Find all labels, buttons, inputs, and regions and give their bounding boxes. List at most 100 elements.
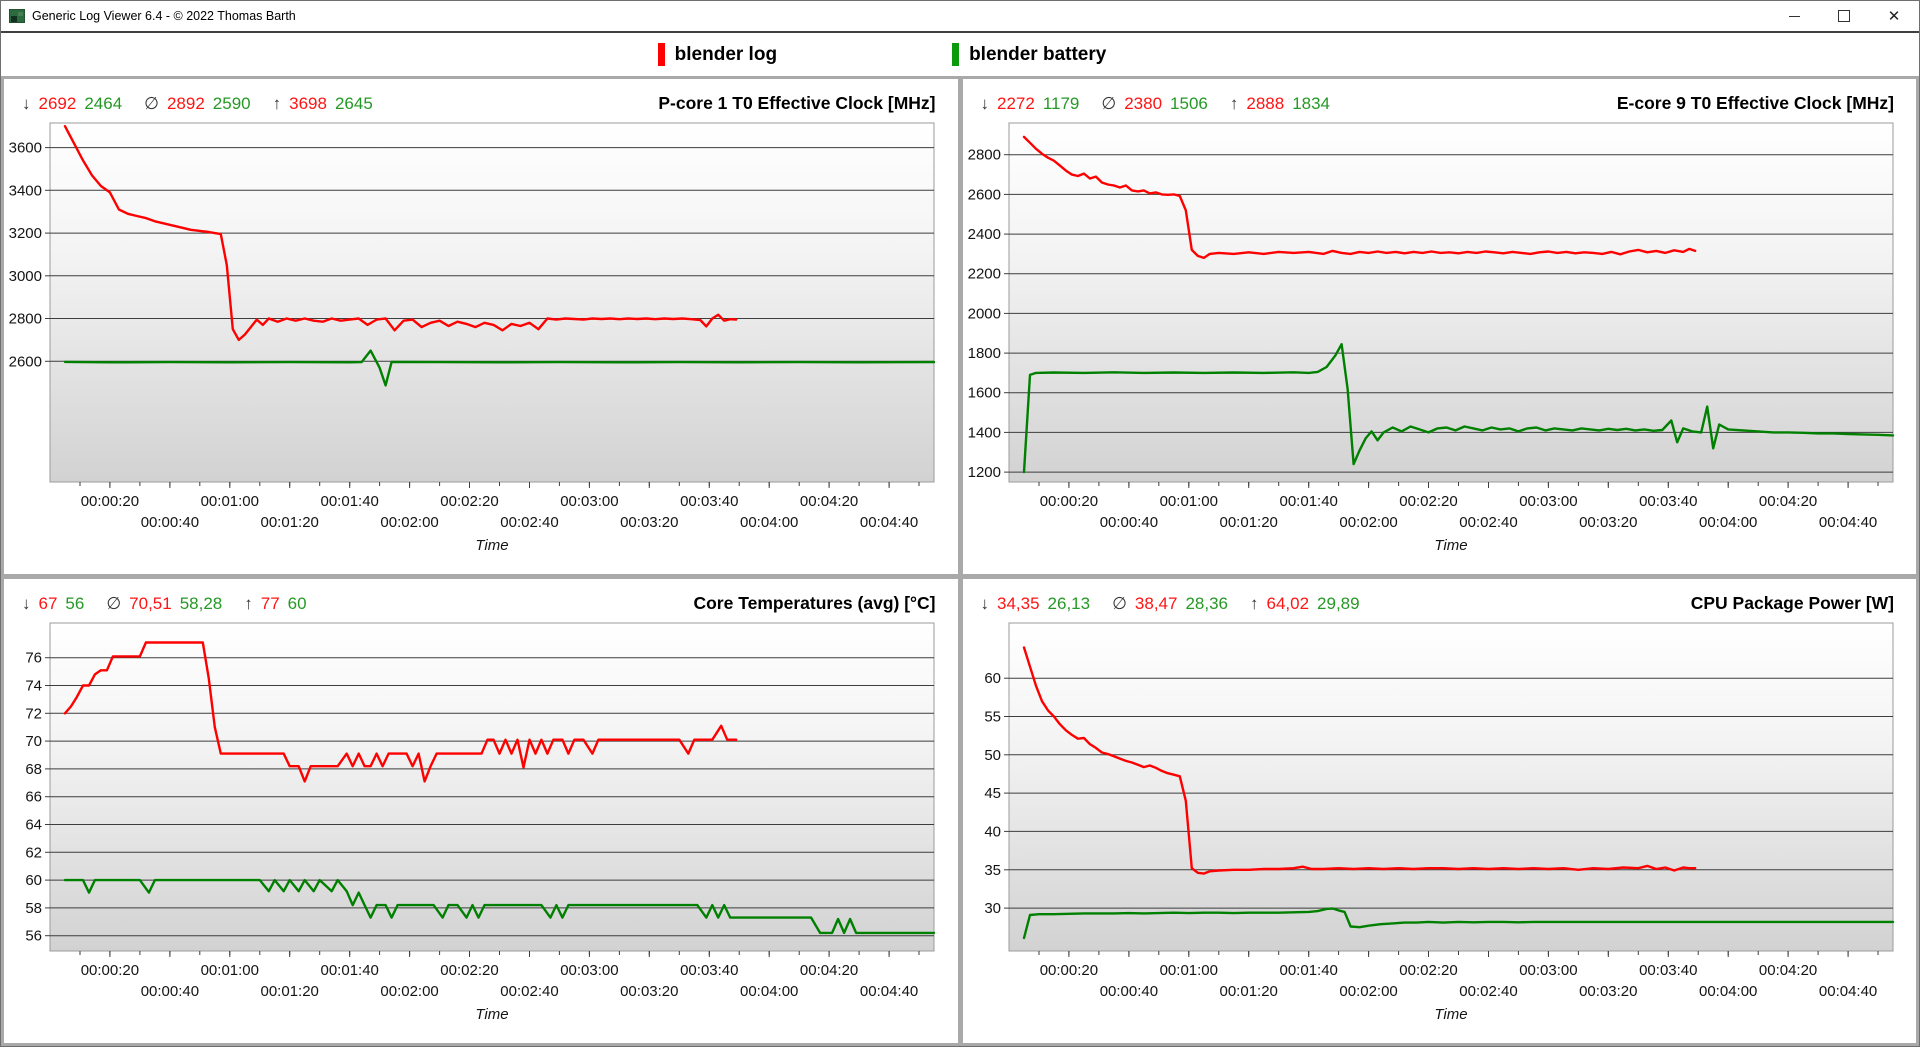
x-tick-label: 00:04:20 (1758, 962, 1816, 979)
y-tick-label: 45 (984, 785, 1001, 802)
chart-header: ↓ 2692 2464 ∅ 2892 2590 ↑ 3698 2645 (4, 79, 958, 117)
chart-title: E-core 9 T0 Effective Clock [MHz] (1616, 93, 1894, 113)
stat-max-group: ↑ 77 60 (244, 594, 306, 614)
close-button[interactable]: ✕ (1869, 1, 1919, 31)
y-tick-label: 60 (25, 872, 42, 889)
series-blender-battery (63, 349, 936, 387)
x-tick-label: 00:01:20 (261, 983, 319, 1000)
stat-avg-group: ∅ 38,47 28,36 (1112, 594, 1228, 614)
x-tick-label: 00:01:00 (201, 962, 259, 979)
x-tick-label: 00:04:40 (1818, 983, 1876, 1000)
x-tick-label: 00:03:00 (1519, 962, 1577, 979)
chart-svg: 1200 1400 1600 1800 2000 2200 2400 2600 2800 00:0… (967, 122, 1894, 554)
legend-item-blender-log[interactable]: blender log (657, 43, 777, 66)
x-tick-label: 00:02:20 (440, 962, 498, 979)
x-tick-label: 00:02:20 (440, 493, 498, 510)
stat-avg-red: 38,47 (1134, 593, 1178, 613)
stat-min-red: 2272 (997, 94, 1035, 113)
maximize-icon (1838, 10, 1850, 22)
stat-max-green: 60 (287, 593, 307, 613)
y-tick-label: 76 (25, 649, 42, 666)
max-arrow-icon: ↑ (1229, 94, 1239, 113)
chart-plot-package-power[interactable]: 30 35 40 45 50 55 60 00:00:20 00:01:00 00:01:40 00… (963, 617, 1917, 1043)
minimize-button[interactable] (1769, 1, 1819, 31)
stat-avg-green: 28,36 (1185, 593, 1228, 613)
series-blender-battery (1022, 342, 1894, 474)
series-blender-log (1022, 135, 1696, 260)
series-blender-log (63, 640, 738, 783)
stat-max-red: 77 (260, 593, 280, 613)
chart-plot-ecore-clock[interactable]: 1200 1400 1600 1800 2000 2200 2400 2600 2800 00:0… (963, 117, 1917, 574)
legend-bar: blender log blender battery (1, 33, 1919, 76)
x-tick-label: 00:00:40 (1099, 514, 1157, 531)
plot-area[interactable] (49, 122, 935, 483)
plot-area[interactable] (1008, 622, 1893, 952)
y-tick-label: 66 (25, 788, 42, 805)
chart-panel-ecore-clock: ↓ 2272 1179 ∅ 2380 1506 ↑ 2888 1834 (962, 79, 1917, 574)
x-tick-label: 00:02:20 (1399, 493, 1457, 510)
x-tick-label: 00:03:00 (560, 493, 618, 510)
chart-header: ↓ 34,35 26,13 ∅ 38,47 28,36 ↑ 64,02 29,8… (963, 579, 1917, 617)
legend-item-blender-battery[interactable]: blender battery (952, 43, 1106, 66)
chart-stats: ↓ 2272 1179 ∅ 2380 1506 ↑ 2888 1834 (981, 94, 1353, 114)
y-tick-label: 2400 (967, 226, 1000, 243)
x-tick-label: 00:01:20 (261, 514, 319, 531)
y-tick-label: 50 (984, 746, 1001, 763)
stat-min-red: 34,35 (997, 593, 1040, 613)
max-arrow-icon: ↑ (272, 94, 282, 113)
y-tick-label: 2600 (9, 353, 42, 370)
y-tick-label: 74 (25, 677, 42, 694)
chart-plot-pcore-clock[interactable]: 2600 2800 3000 3200 3400 3600 00:00:20 00:01:00… (4, 117, 958, 574)
chart-panel-core-temps: ↓ 67 56 ∅ 70,51 58,28 ↑ 77 60 Co (4, 578, 958, 1043)
x-tick-label: 00:02:00 (1339, 514, 1397, 531)
x-tick-label: 00:01:00 (1159, 493, 1217, 510)
y-tick-label: 1600 (967, 385, 1000, 402)
x-tick-label: 00:02:40 (500, 983, 558, 1000)
x-tick-label: 00:03:40 (680, 493, 738, 510)
x-tick-label: 00:02:40 (500, 514, 558, 531)
app-icon (9, 9, 25, 23)
chart-stats: ↓ 34,35 26,13 ∅ 38,47 28,36 ↑ 64,02 29,8… (981, 594, 1382, 614)
x-tick-label: 00:00:40 (141, 514, 199, 531)
x-tick-label: 00:02:20 (1399, 962, 1457, 979)
chart-svg: 2600 2800 3000 3200 3400 3600 00:00:20 00:01:00… (9, 122, 936, 554)
y-tick-label: 40 (984, 823, 1001, 840)
window-controls: ✕ (1769, 1, 1919, 31)
x-tick-label: 00:04:20 (1758, 493, 1816, 510)
maximize-button[interactable] (1819, 1, 1869, 31)
titlebar: Generic Log Viewer 6.4 - © 2022 Thomas B… (1, 1, 1919, 33)
x-tick-label: 00:02:40 (1459, 514, 1517, 531)
x-tick-label: 00:03:00 (560, 962, 618, 979)
window-title: Generic Log Viewer 6.4 - © 2022 Thomas B… (32, 9, 296, 23)
chart-title: CPU Package Power [W] (1690, 592, 1894, 613)
chart-header: ↓ 67 56 ∅ 70,51 58,28 ↑ 77 60 Co (4, 579, 958, 617)
chart-plot-core-temps[interactable]: 56 58 60 62 64 66 68 70 72 74 76 00:00:20 00:01:00 00… (4, 617, 958, 1043)
chart-title: P-core 1 T0 Effective Clock [MHz] (658, 93, 936, 113)
y-tick-label: 2800 (9, 311, 42, 328)
x-tick-label: 00:01:00 (1159, 962, 1217, 979)
stat-avg-red: 70,51 (129, 593, 172, 613)
y-tick-label: 3000 (9, 268, 42, 285)
x-tick-label: 00:04:40 (860, 983, 918, 1000)
stat-avg-green: 58,28 (179, 593, 223, 613)
y-tick-label: 64 (25, 816, 42, 833)
x-axis-title: Time (1434, 537, 1467, 554)
y-tick-label: 30 (984, 900, 1001, 917)
stat-min-group: ↓ 34,35 26,13 (981, 594, 1091, 614)
legend: blender log blender battery (657, 43, 1106, 66)
min-arrow-icon: ↓ (980, 593, 990, 613)
plot-area[interactable] (49, 622, 935, 952)
stat-min-red: 67 (38, 593, 58, 613)
y-tick-label: 3600 (9, 140, 42, 157)
plot-area[interactable] (1008, 122, 1893, 483)
y-tick-label: 2200 (967, 266, 1000, 283)
x-tick-label: 00:00:20 (1039, 493, 1097, 510)
x-tick-label: 00:04:00 (740, 983, 798, 1000)
x-tick-label: 00:03:20 (1579, 983, 1637, 1000)
y-tick-label: 58 (25, 899, 42, 916)
average-icon: ∅ (1101, 94, 1117, 113)
stat-max-green: 1834 (1292, 94, 1331, 113)
stat-min-green: 1179 (1042, 94, 1080, 113)
x-tick-label: 00:01:20 (1219, 983, 1277, 1000)
